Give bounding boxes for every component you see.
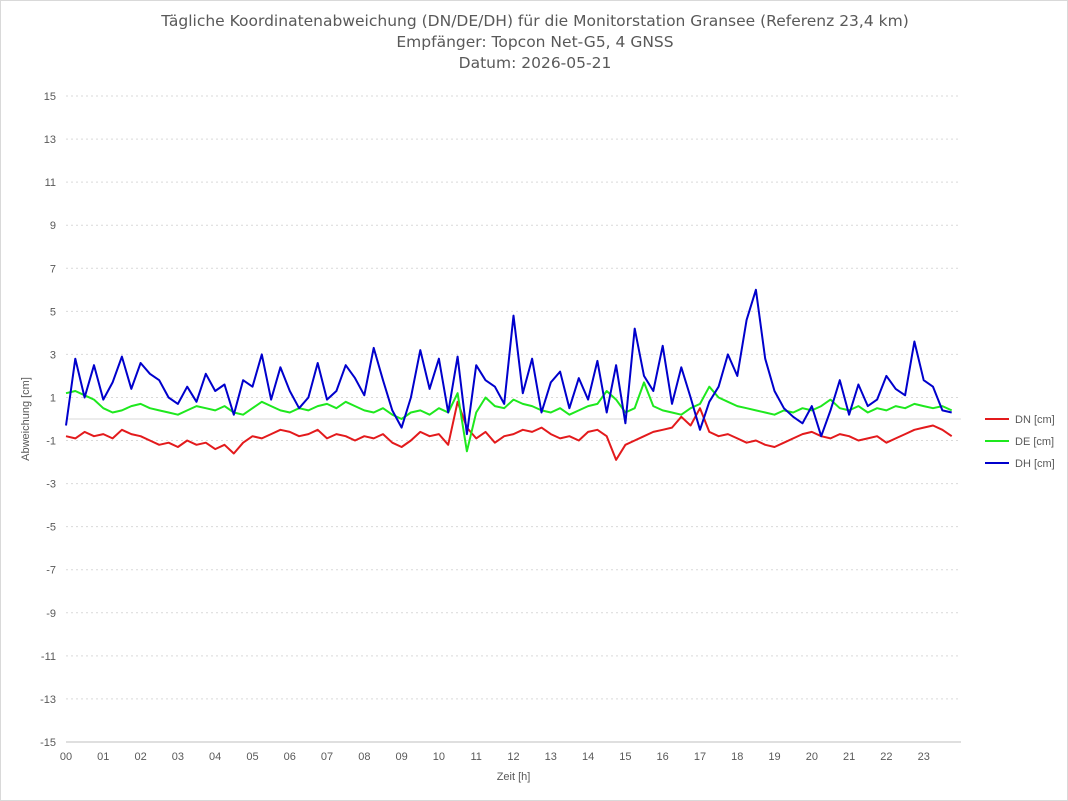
x-tick-label: 06 <box>284 751 296 763</box>
x-tick-label: 14 <box>582 751 594 763</box>
legend: DN [cm] DE [cm] DH [cm] <box>985 414 1055 470</box>
x-tick-label: 16 <box>657 751 669 763</box>
x-tick-label: 19 <box>768 751 780 763</box>
title-block: Tägliche Koordinatenabweichung (DN/DE/DH… <box>1 11 1068 74</box>
x-tick-label: 00 <box>60 751 72 763</box>
chart-subtitle-date: Datum: 2026-05-21 <box>458 54 612 72</box>
y-tick-label: 15 <box>44 91 56 103</box>
y-tick-label: 3 <box>50 349 56 361</box>
y-tick-label: 11 <box>45 177 56 189</box>
x-tick-label: 22 <box>880 751 892 763</box>
y-tick-label: -11 <box>41 651 56 663</box>
x-tick-label: 17 <box>694 751 706 763</box>
grid-lines <box>66 95 961 743</box>
y-tick-label: -9 <box>46 608 56 620</box>
x-tick-label: 13 <box>545 751 557 763</box>
series-lines <box>65 288 953 461</box>
y-tick-label: 9 <box>50 220 56 232</box>
chart-subtitle-receiver: Empfänger: Topcon Net-G5, 4 GNSS <box>396 33 674 51</box>
x-tick-label: 05 <box>246 751 258 763</box>
x-tick-label: 10 <box>433 751 445 763</box>
y-tick-label: 1 <box>50 392 56 404</box>
series-line-dh <box>65 288 952 438</box>
y-tick-label: 13 <box>44 134 56 146</box>
y-axis-label: Abweichung [cm] <box>20 377 32 461</box>
y-tick-label: -7 <box>46 565 56 577</box>
x-tick-label: 03 <box>172 751 184 763</box>
series-line-de <box>65 381 953 453</box>
x-tick-label: 20 <box>806 751 818 763</box>
chart-title: Tägliche Koordinatenabweichung (DN/DE/DH… <box>161 12 909 30</box>
x-tick-label: 01 <box>97 751 109 763</box>
legend-label: DN [cm] <box>1015 414 1055 426</box>
y-tick-label: -3 <box>46 479 56 491</box>
y-tick-label: -13 <box>40 694 56 706</box>
x-tick-label: 08 <box>358 751 370 763</box>
x-tick-label: 18 <box>731 751 743 763</box>
x-tick-label: 09 <box>396 751 408 763</box>
y-tick-labels: 15 13 11 9 7 5 3 1 -1 -3 -5 -7 -9 -11 -13 -15 <box>40 91 56 749</box>
y-tick-label: -15 <box>40 737 56 749</box>
y-tick-label: 7 <box>50 263 56 275</box>
x-tick-label: 15 <box>619 751 631 763</box>
x-axis-label: Zeit [h] <box>497 771 531 783</box>
legend-label: DE [cm] <box>1015 436 1054 448</box>
x-tick-labels: 00 01 02 03 04 05 06 07 08 09 10 11 12 13 14 15 16 17 18 19… <box>60 751 930 763</box>
y-tick-label: -5 <box>46 522 56 534</box>
x-tick-label: 12 <box>507 751 519 763</box>
legend-label: DH [cm] <box>1015 458 1055 470</box>
x-tick-label: 04 <box>209 751 221 763</box>
series-line-dn <box>65 400 953 461</box>
x-tick-label: 11 <box>470 751 481 763</box>
y-tick-label: 5 <box>50 306 56 318</box>
x-tick-label: 07 <box>321 751 333 763</box>
x-tick-label: 23 <box>918 751 930 763</box>
x-tick-label: 21 <box>843 751 855 763</box>
x-tick-label: 02 <box>134 751 146 763</box>
y-tick-label: -1 <box>46 436 56 448</box>
